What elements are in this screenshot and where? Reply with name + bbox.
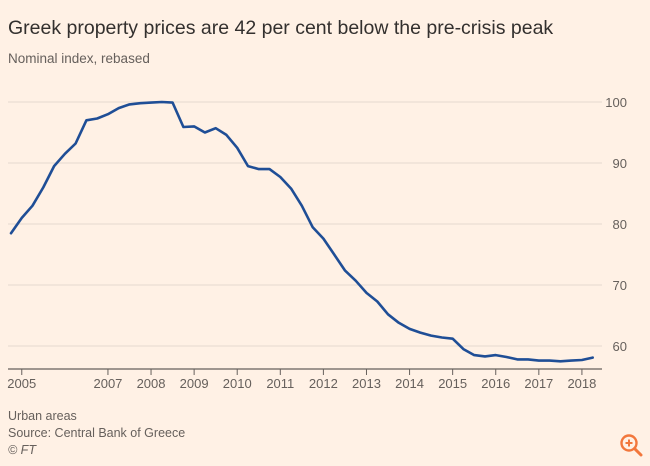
footer-source: Source: Central Bank of Greece [8, 426, 186, 440]
y-axis-ticks: 60 70 80 90 100 [605, 95, 627, 354]
x-tick-label: 2008 [137, 376, 166, 391]
x-tick-label: 2013 [352, 376, 381, 391]
y-tick-label: 100 [605, 95, 627, 110]
series-group [9, 100, 595, 363]
y-tick-label: 70 [613, 278, 627, 293]
x-tick-label: 2014 [395, 376, 424, 391]
x-tick-label: 2007 [93, 376, 122, 391]
x-tick-label: 2018 [567, 376, 596, 391]
y-tick-label: 80 [613, 217, 627, 232]
x-tick-label: 2010 [223, 376, 252, 391]
footer-credit: © FT [8, 443, 36, 457]
x-tick-label: 2015 [438, 376, 467, 391]
y-tick-label: 90 [613, 156, 627, 171]
chart-title: Greek property prices are 42 per cent be… [8, 17, 554, 39]
zoom-in-icon[interactable] [618, 432, 644, 458]
series-line [9, 100, 595, 363]
x-tick-label: 2011 [266, 376, 294, 391]
y-tick-label: 60 [613, 339, 627, 354]
footer-note: Urban areas [8, 409, 77, 423]
x-tick-label: 2016 [481, 376, 510, 391]
x-tick-label: 2012 [309, 376, 338, 391]
x-tick-label: 2017 [524, 376, 553, 391]
chart-subtitle: Nominal index, rebased [8, 51, 150, 66]
x-tick-label: 2005 [7, 376, 36, 391]
gridlines [8, 101, 602, 347]
x-axis-ticks: 2005 2007 2008 2009 2010 2011 2012 2013 2014 2015… [7, 369, 596, 391]
x-tick-label: 2009 [180, 376, 209, 391]
line-chart: 60 70 80 90 100 2005 2007 2008 2009 2010 2011 2012… [7, 95, 627, 391]
